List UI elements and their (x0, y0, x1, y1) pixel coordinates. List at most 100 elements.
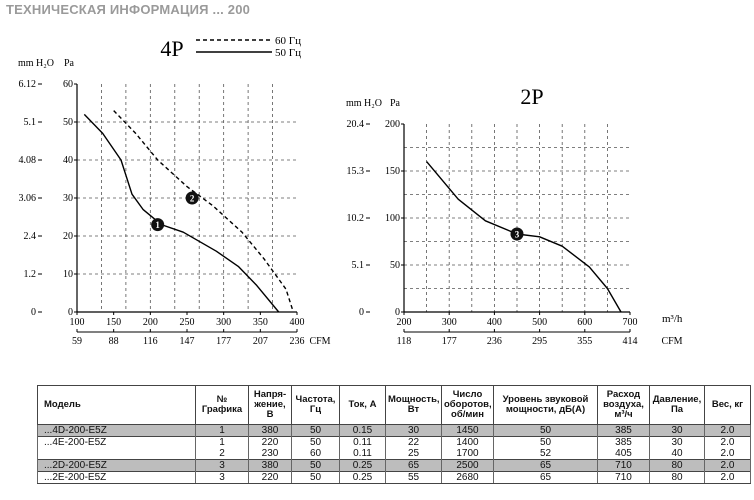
table-cell: 40 (649, 448, 705, 460)
table-cell: 80 (649, 471, 705, 484)
table-cell: 60 (291, 448, 340, 460)
table-cell: 2.0 (704, 459, 751, 472)
table-row: ...2D-200-E5Z 3 380 50 0.25 65 2500 65 710 80 2.0 (37, 459, 751, 472)
chart-title: 4P (160, 36, 183, 61)
curve-marker-label: 2 (190, 194, 195, 204)
table-cell: 405 (597, 448, 650, 460)
spec-table-header: Модель № Графика Напря- жение, В Частота, Г… (37, 385, 751, 425)
table-cell: 1700 (441, 448, 494, 460)
column-header: Число оборотов, об/мин (441, 385, 494, 425)
table-cell: 2500 (441, 459, 494, 472)
table-cell: 22 (385, 436, 442, 448)
table-cell: 0.11 (339, 436, 386, 448)
table-cell: 50 (291, 471, 340, 484)
cfm-tick-label: 118 (397, 336, 412, 347)
table-cell: 2.0 (704, 436, 751, 448)
table-cell: ...4E-200-E5Z (37, 436, 196, 448)
x-tick-label: 150 (106, 317, 121, 328)
x-tick-label: 500 (532, 317, 547, 328)
column-header: Давление, Па (649, 385, 705, 425)
column-header: Ток, А (339, 385, 386, 425)
y-tick-label: 0 (395, 307, 400, 318)
column-header: Модель (37, 385, 196, 425)
series-line-60hz (113, 110, 294, 313)
table-cell: 2.0 (704, 448, 751, 460)
table-cell: 55 (385, 471, 442, 484)
left-tick-label: 10.2 (347, 213, 365, 224)
y-axis-label: Pa (390, 98, 401, 109)
left-tick-label: 4.08 (19, 155, 37, 166)
x-tick-label: 350 (253, 317, 268, 328)
table-cell: 1400 (441, 436, 494, 448)
table-cell: 0.25 (339, 459, 386, 472)
left-axis-unit: mm H₂O (18, 58, 54, 69)
table-cell: 52 (493, 448, 598, 460)
left-tick-label: 3.06 (19, 193, 37, 204)
x-tick-label: 400 (487, 317, 502, 328)
x-tick-label: 200 (143, 317, 158, 328)
cfm-tick-label: 236 (290, 336, 305, 347)
x-tick-label: 400 (290, 317, 305, 328)
x-tick-label: 100 (70, 317, 85, 328)
table-cell: 50 (291, 459, 340, 472)
column-header: № Графика (195, 385, 249, 425)
curve-marker-label: 3 (515, 229, 520, 239)
table-cell: 2.0 (704, 471, 751, 484)
table-cell: 220 (248, 436, 292, 448)
table-cell: ...2D-200-E5Z (37, 459, 196, 472)
x-tick-label: 300 (442, 317, 457, 328)
table-cell: 710 (597, 459, 650, 472)
table-cell: 1 (195, 436, 249, 448)
series-line-solid (83, 113, 280, 313)
y-tick-label: 60 (63, 79, 73, 90)
table-cell: 65 (493, 471, 598, 484)
curve-marker (185, 191, 199, 205)
table-cell: 2 (195, 448, 249, 460)
table-cell: 80 (649, 459, 705, 472)
cfm-tick-label: 414 (623, 336, 638, 347)
table-cell: 3 (195, 471, 249, 484)
table-cell: 220 (248, 471, 292, 484)
legend-label: 50 Гц (275, 47, 301, 59)
table-cell: 385 (597, 424, 650, 437)
y-tick-label: 200 (385, 119, 400, 130)
table-cell: 2.0 (704, 424, 751, 437)
x-tick-label: 250 (180, 317, 195, 328)
column-header: Напря- жение, В (248, 385, 292, 425)
table-cell: 50 (493, 436, 598, 448)
left-tick-label: 6.12 (19, 79, 37, 90)
table-row: 2 230 60 0.11 25 1700 52 405 40 2.0 (37, 448, 751, 460)
x-tick-label: 600 (577, 317, 592, 328)
table-cell: 30 (385, 424, 442, 437)
table-row: ...2E-200-E5Z 3 220 50 0.25 55 2680 65 710 80 2.0 (37, 471, 751, 484)
column-header: Вес, кг (704, 385, 751, 425)
y-tick-label: 150 (385, 166, 400, 177)
spec-table: Модель № Графика Напря- жение, В Частота, Г… (37, 385, 751, 484)
cfm-tick-label: 177 (442, 336, 457, 347)
left-tick-label: 5.1 (352, 260, 365, 271)
table-cell: 1450 (441, 424, 494, 437)
table-cell: 0.11 (339, 448, 386, 460)
left-tick-label: 2.4 (24, 231, 37, 242)
y-axis-label: Pa (64, 58, 75, 69)
x-tick-label: 700 (623, 317, 638, 328)
y-tick-label: 40 (63, 155, 73, 166)
table-row: ...4E-200-E5Z 1 220 50 0.11 22 1400 50 385 30 2.0 (37, 436, 751, 448)
column-header: Частота, Гц (291, 385, 340, 425)
y-tick-label: 0 (68, 307, 73, 318)
cfm-tick-label: 236 (487, 336, 502, 347)
curve-marker (510, 227, 524, 241)
legend-label: 60 Гц (275, 35, 301, 47)
left-tick-label: 15.3 (347, 166, 365, 177)
cfm-tick-label: 207 (253, 336, 268, 347)
table-cell: 65 (493, 459, 598, 472)
column-header: Расход воздуха, м³/ч (597, 385, 650, 425)
table-cell: 380 (248, 424, 292, 437)
table-cell: ...2E-200-E5Z (37, 471, 196, 484)
cfm-tick-label: 147 (180, 336, 195, 347)
y-tick-label: 100 (385, 213, 400, 224)
y-tick-label: 20 (63, 231, 73, 242)
cfm-tick-label: 59 (72, 336, 82, 347)
table-cell: 2680 (441, 471, 494, 484)
table-cell: 0.25 (339, 471, 386, 484)
